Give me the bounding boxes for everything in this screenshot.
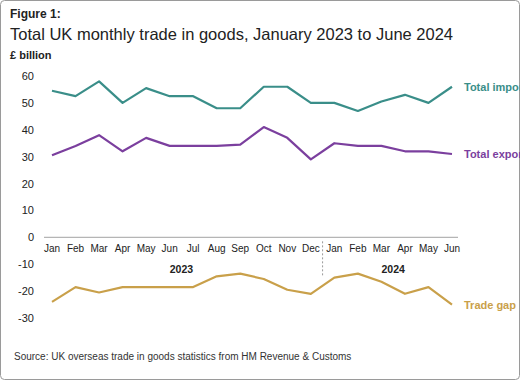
y-tick-label: 0 — [28, 231, 34, 243]
y-tick-label: 60 — [22, 70, 34, 82]
y-tick-label: 40 — [22, 124, 34, 136]
plot-area — [52, 81, 452, 304]
x-tick-label: Jan — [326, 243, 342, 254]
series-line — [52, 127, 452, 159]
x-group-label: 2023 — [170, 263, 194, 275]
x-tick-label: Dec — [302, 243, 320, 254]
x-tick-label: Jul — [187, 243, 200, 254]
y-tick-label: 30 — [22, 151, 34, 163]
source: Source: UK overseas trade in goods stati… — [14, 351, 351, 362]
y-label: £ billion — [10, 49, 52, 61]
x-tick-label: Oct — [256, 243, 272, 254]
x-tick-label: May — [419, 243, 438, 254]
x-tick-label: Mar — [373, 243, 391, 254]
series-label: Total exports — [464, 148, 520, 160]
x-group-label: 2024 — [381, 263, 405, 275]
x-tick-label: Feb — [349, 243, 367, 254]
y-tick-label: -30 — [18, 312, 34, 324]
x-tick-label: Sep — [231, 243, 249, 254]
y-tick-label: 20 — [22, 178, 34, 190]
series-label: Total imports — [464, 81, 520, 93]
x-tick-label: Aug — [208, 243, 226, 254]
y-tick-label: 50 — [22, 97, 34, 109]
x-tick-label: Apr — [115, 243, 131, 254]
x-tick-label: Mar — [90, 243, 108, 254]
x-tick-label: Jun — [162, 243, 178, 254]
frame — [1, 1, 520, 380]
y-tick-label: 10 — [22, 204, 34, 216]
x-tick-label: Jan — [44, 243, 60, 254]
chart: Figure 1: Total UK monthly trade in goods… — [0, 0, 520, 380]
group-divider — [322, 241, 323, 277]
x-tick-label: Jun — [444, 243, 460, 254]
series-label: Trade gap — [464, 299, 516, 311]
y-axis — [44, 76, 45, 318]
x-tick-label: May — [137, 243, 156, 254]
x-tick-label: Apr — [397, 243, 413, 254]
series-line — [52, 81, 452, 111]
figure-label: Figure 1: — [10, 7, 61, 21]
title: Total UK monthly trade in goods, January… — [10, 25, 453, 43]
y-tick-label: -10 — [18, 258, 34, 270]
x-tick-label: Feb — [67, 243, 85, 254]
y-tick-label: -20 — [18, 285, 34, 297]
x-tick-label: Nov — [278, 243, 296, 254]
series-line — [52, 274, 452, 305]
zero-line — [44, 237, 458, 238]
